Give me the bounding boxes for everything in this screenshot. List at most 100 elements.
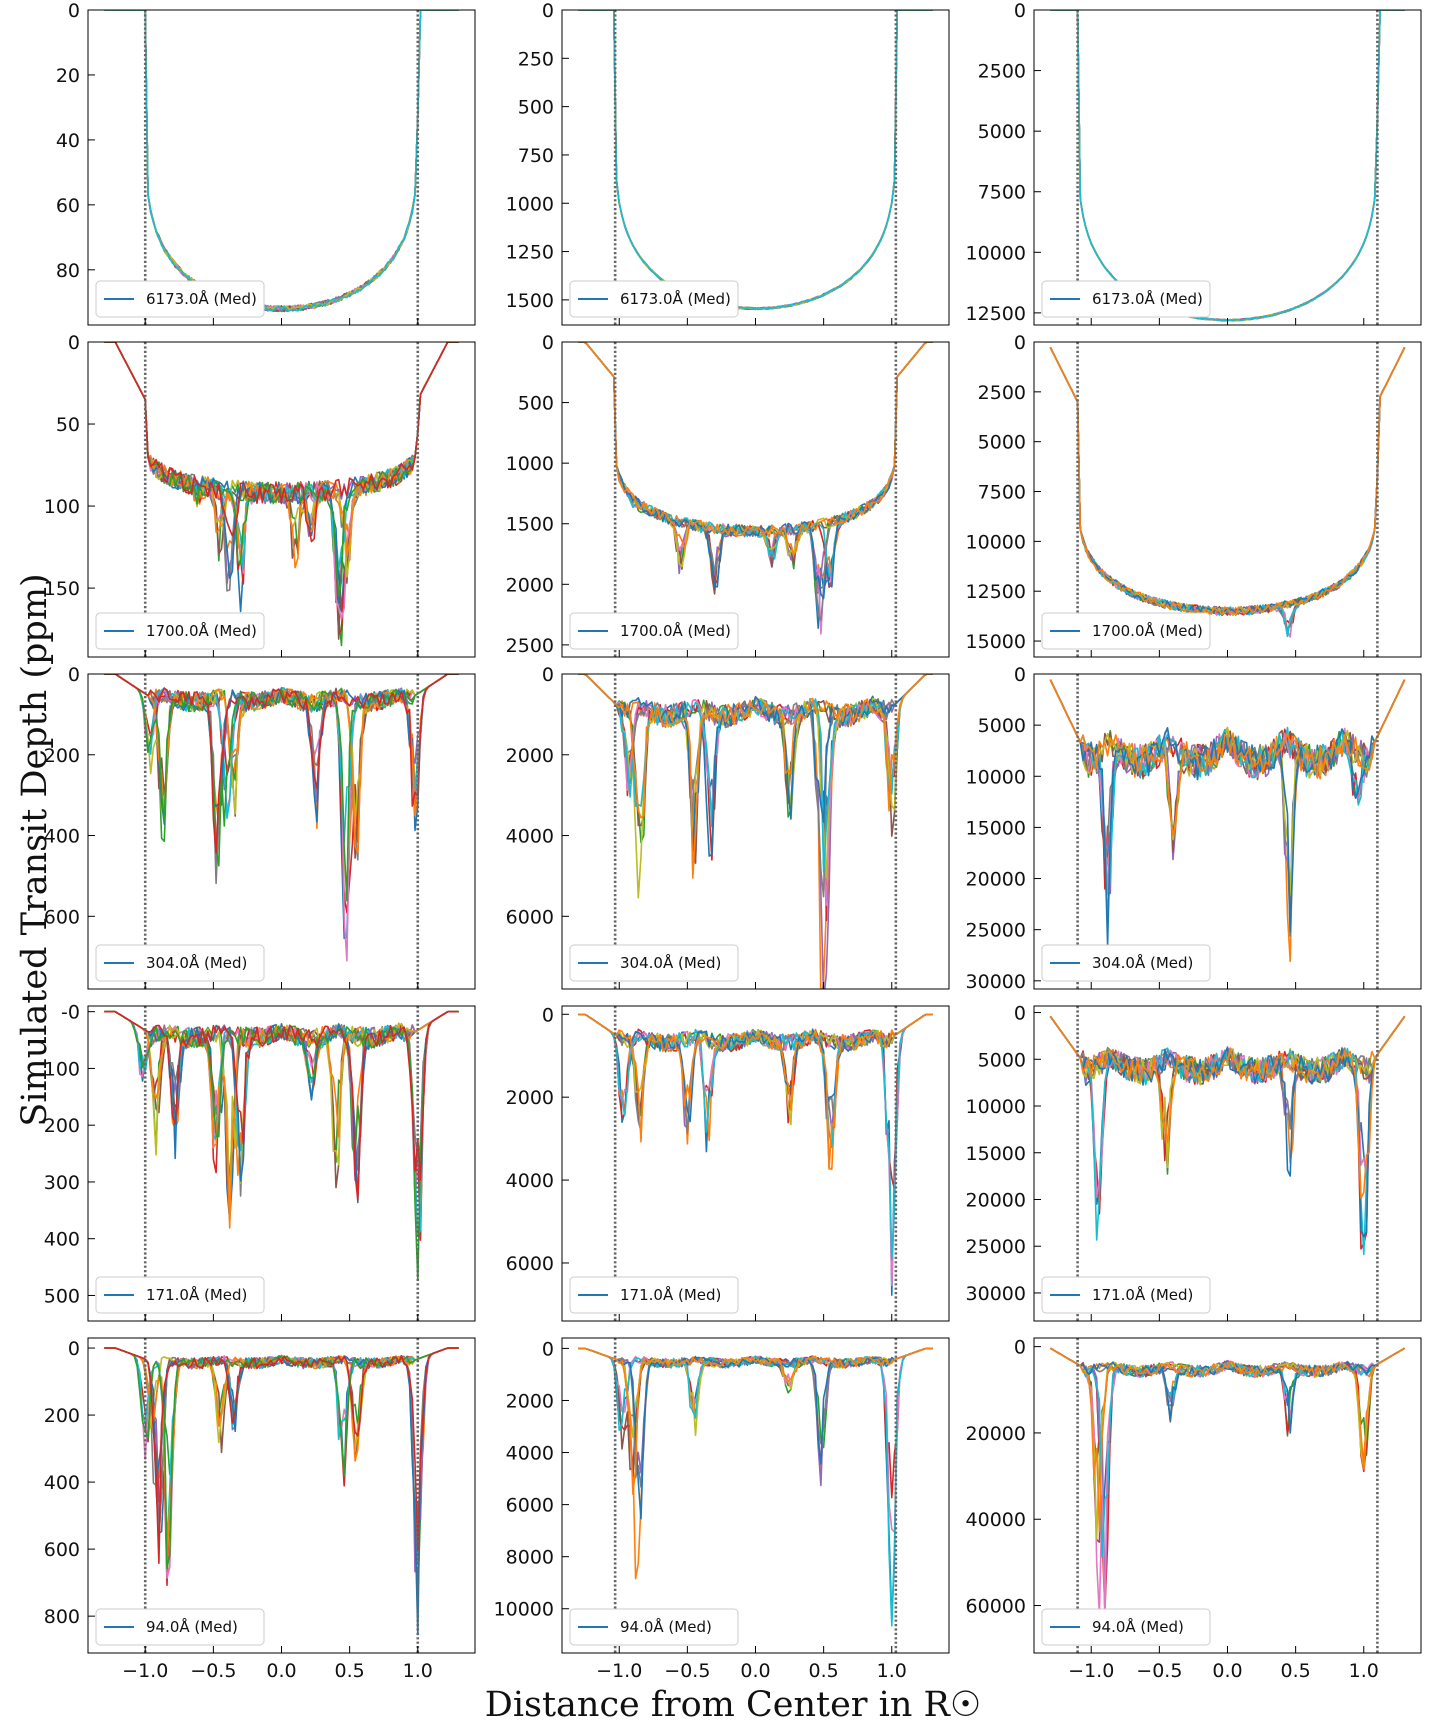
y-tick-label: 6000 [506,906,554,928]
series-line-11 [578,1347,933,1520]
series-line-6 [578,1013,933,1121]
x-tick-label: 0.5 [1281,1660,1311,1682]
series-line-9 [104,1010,459,1219]
y-tick-label: 500 [518,393,554,415]
y-tick-label: 2000 [506,574,554,596]
y-tick-label: 0 [542,1004,554,1026]
series-line-12 [578,342,933,556]
series-line-1 [578,342,933,629]
y-tick-label: 250 [518,48,554,70]
legend-box [569,944,739,982]
y-tick-label: 200 [44,1405,80,1427]
legend-box [95,1608,265,1646]
y-axis-label: Simulated Transit Depth (ppm) [15,573,55,1126]
series-line-9 [104,342,459,578]
y-tick-label: 20000 [966,869,1026,891]
legend: 94.0Å (Med) [569,1608,739,1646]
series-line-11 [1049,679,1406,947]
series-line-3 [578,342,933,594]
panel-r5c3: 0 20000 40000 60000 −1.0 −0.5 0.0 0.5 1.0 94.0Å (… [966,1337,1422,1682]
series-line-8 [578,10,933,311]
y-tick-label: 4000 [506,1170,554,1192]
series-line-6 [104,10,459,313]
y-tick-label: 30000 [966,1283,1026,1305]
legend: 304.0Å (Med) [1041,944,1211,982]
legend: 304.0Å (Med) [569,944,739,982]
plot-area [1049,679,1406,962]
series-line-12 [578,674,933,879]
plot-area [1049,1015,1406,1256]
series-line-12 [578,1013,933,1170]
y-tick-label: 500 [518,97,554,119]
legend-box [1041,612,1211,650]
series-line-4 [578,342,933,588]
x-tick-label: 0.5 [809,1660,839,1682]
series-line-2 [578,342,933,593]
series-line-3 [578,10,933,310]
series-line-12 [1049,1347,1406,1532]
y-tick-label: 200 [44,745,80,767]
series-line-2 [104,342,459,551]
y-tick-label: 40000 [966,1509,1026,1531]
series-line-1 [1050,10,1405,322]
panel-r3c3: 0 5000 10000 15000 20000 25000 30000 304.0Å (Me… [966,664,1422,993]
series-line-5 [578,10,933,311]
legend: 171.0Å (Med) [1041,1276,1211,1314]
legend: 6173.0Å (Med) [95,280,265,318]
y-tick-label: 200 [44,1115,80,1137]
y-tick-label: 1000 [506,193,554,215]
panel-r5c2: 0 2000 4000 6000 8000 10000 −1.0 −0.5 0.0 0.5 1.0 9… [494,1337,950,1682]
y-tick-label: 1500 [506,290,554,312]
series-line-10 [578,10,933,311]
legend: 94.0Å (Med) [95,1608,265,1646]
series-line-9 [104,10,459,312]
y-tick-label: 0 [1014,1003,1026,1025]
x-tick-label: −0.5 [190,1660,236,1682]
x-axis-label: Distance from Center in R☉ [485,1685,981,1725]
legend: 304.0Å (Med) [95,944,265,982]
y-tick-label: 0 [1014,664,1026,686]
series-line-14 [104,342,459,543]
y-tick-label: 60 [56,195,80,217]
y-tick-label: 20000 [966,1423,1026,1445]
x-tick-label: 1.0 [1349,1660,1379,1682]
y-tick-label: 30000 [966,971,1026,993]
legend-box [1041,1276,1211,1314]
y-tick-label: 400 [44,1472,80,1494]
y-tick-label: 2500 [506,635,554,657]
y-tick-label: 50 [56,414,80,436]
series-line-7 [104,342,459,620]
panel-r3c2: 0 2000 4000 6000 304.0Å (Med) [506,664,950,990]
legend: 94.0Å (Med) [1041,1608,1211,1646]
series-line-12 [578,1347,933,1495]
y-tick-label: 100 [44,1058,80,1080]
y-tick-label: 150 [44,578,80,600]
x-tick-label: 1.0 [403,1660,433,1682]
series-line-9 [578,1013,933,1126]
series-line-8 [104,10,459,313]
y-tick-label: 1500 [506,514,554,536]
series-line-9 [578,674,933,899]
panel-r2c1: 0 50 100 150 1700.0Å (Med) [44,332,476,658]
legend-label: 1700.0Å (Med) [1092,621,1203,640]
x-tick-label: 0.0 [1212,1660,1242,1682]
y-tick-label: 2000 [506,1087,554,1109]
y-tick-label: 4000 [506,1443,554,1465]
series-line-14 [104,1010,459,1201]
y-tick-label: 7500 [978,482,1026,504]
y-tick-label: 600 [44,1539,80,1561]
y-tick-label: 6000 [506,1495,554,1517]
series-line-13 [104,1010,459,1282]
series-line-12 [1049,1015,1406,1199]
plot-area [1049,347,1406,638]
x-tick-label: −1.0 [1068,1660,1114,1682]
plot-area [578,342,933,635]
legend-label: 6173.0Å (Med) [1092,289,1203,308]
y-tick-label: 7500 [978,182,1026,204]
panel-r4c1: -0 100 200 300 400 500 171.0Å (Med) [44,1002,476,1322]
plot-area [578,1347,933,1627]
plot-area [1049,1347,1406,1622]
legend-box [1041,1608,1211,1646]
legend-box [1041,944,1211,982]
series-line-2 [1049,1347,1406,1405]
